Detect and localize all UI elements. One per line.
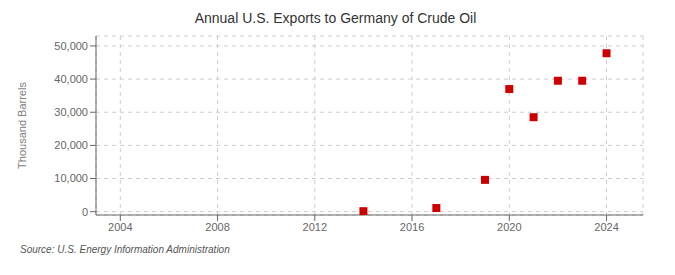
svg-text:20,000: 20,000: [54, 139, 88, 151]
svg-text:0: 0: [82, 206, 88, 218]
svg-text:2004: 2004: [108, 221, 132, 233]
svg-text:2008: 2008: [205, 221, 229, 233]
svg-text:2020: 2020: [497, 221, 521, 233]
html-text:Annual U.S. Exports to Germany: Annual U.S. Exports to Germany of Crude …: [194, 10, 477, 26]
svg-text:Thousand Barrels: Thousand Barrels: [16, 82, 28, 169]
svg-text:2016: 2016: [400, 221, 424, 233]
svg-text:2024: 2024: [594, 221, 618, 233]
svg-text:2012: 2012: [303, 221, 327, 233]
svg-text:40,000: 40,000: [54, 73, 88, 85]
svg-text:10,000: 10,000: [54, 172, 88, 184]
html-text:Source: U.S. Energy Informatio: Source: U.S. Energy Information Administ…: [20, 244, 230, 255]
svg-text:30,000: 30,000: [54, 106, 88, 118]
svg-text:50,000: 50,000: [54, 40, 88, 52]
